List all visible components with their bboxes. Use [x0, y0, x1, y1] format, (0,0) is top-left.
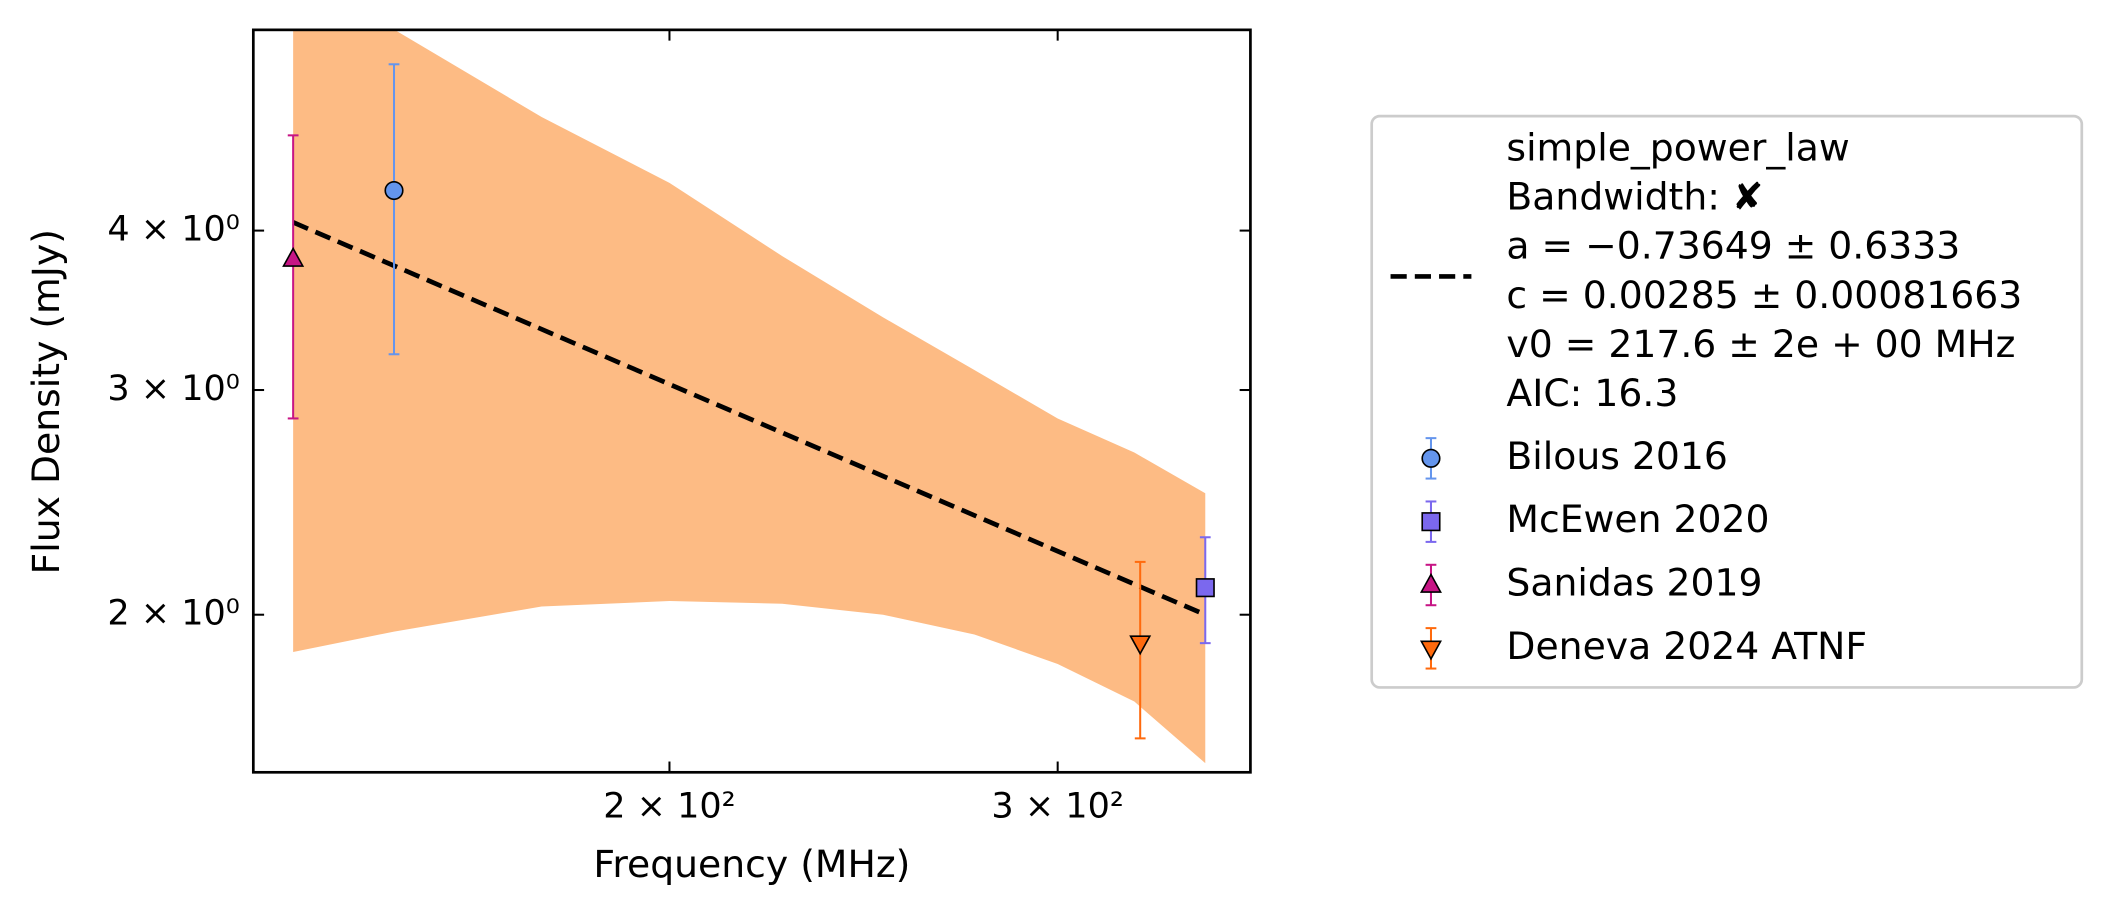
legend-label: Bilous 2016 — [1506, 434, 1727, 478]
y-tick-label: 2 × 10⁰ — [107, 593, 239, 634]
plot-area — [292, 29, 1207, 764]
axes-frame — [251, 28, 1252, 774]
x-axis-label: Frequency (MHz) — [593, 842, 910, 886]
x-tick-label: 2 × 10² — [603, 785, 735, 826]
marker — [282, 246, 305, 267]
y-tick-label: 3 × 10⁰ — [107, 368, 239, 409]
legend-box — [1370, 114, 2084, 689]
marker — [384, 180, 404, 201]
fit-line — [292, 220, 1207, 617]
legend-label: McEwen 2020 — [1506, 497, 1769, 541]
marker — [1129, 635, 1152, 656]
legend-label: a = −0.73649 ± 0.6333 — [1506, 224, 1960, 268]
legend-label: c = 0.00285 ± 0.00081663 — [1506, 273, 2022, 317]
marker — [1195, 578, 1215, 598]
legend-label: Deneva 2024 ATNF — [1506, 624, 1867, 668]
y-axis-label: Flux Density (mJy) — [24, 229, 68, 574]
legend-label: simple_power_law — [1506, 125, 1849, 169]
legend-label: Sanidas 2019 — [1506, 561, 1762, 605]
marker — [1419, 572, 1442, 593]
marker — [1421, 512, 1441, 532]
confidence-band — [293, 29, 1206, 764]
y-tick-label: 4 × 10⁰ — [107, 209, 239, 250]
legend-label: v0 = 217.6 ± 2e + 00 MHz — [1506, 322, 2015, 366]
marker — [1419, 640, 1442, 661]
legend-label: Bandwidth: ✘ — [1506, 174, 1763, 218]
x-tick-label: 3 × 10² — [991, 785, 1123, 826]
marker — [1421, 448, 1441, 468]
legend-label: AIC: 16.3 — [1506, 371, 1678, 415]
